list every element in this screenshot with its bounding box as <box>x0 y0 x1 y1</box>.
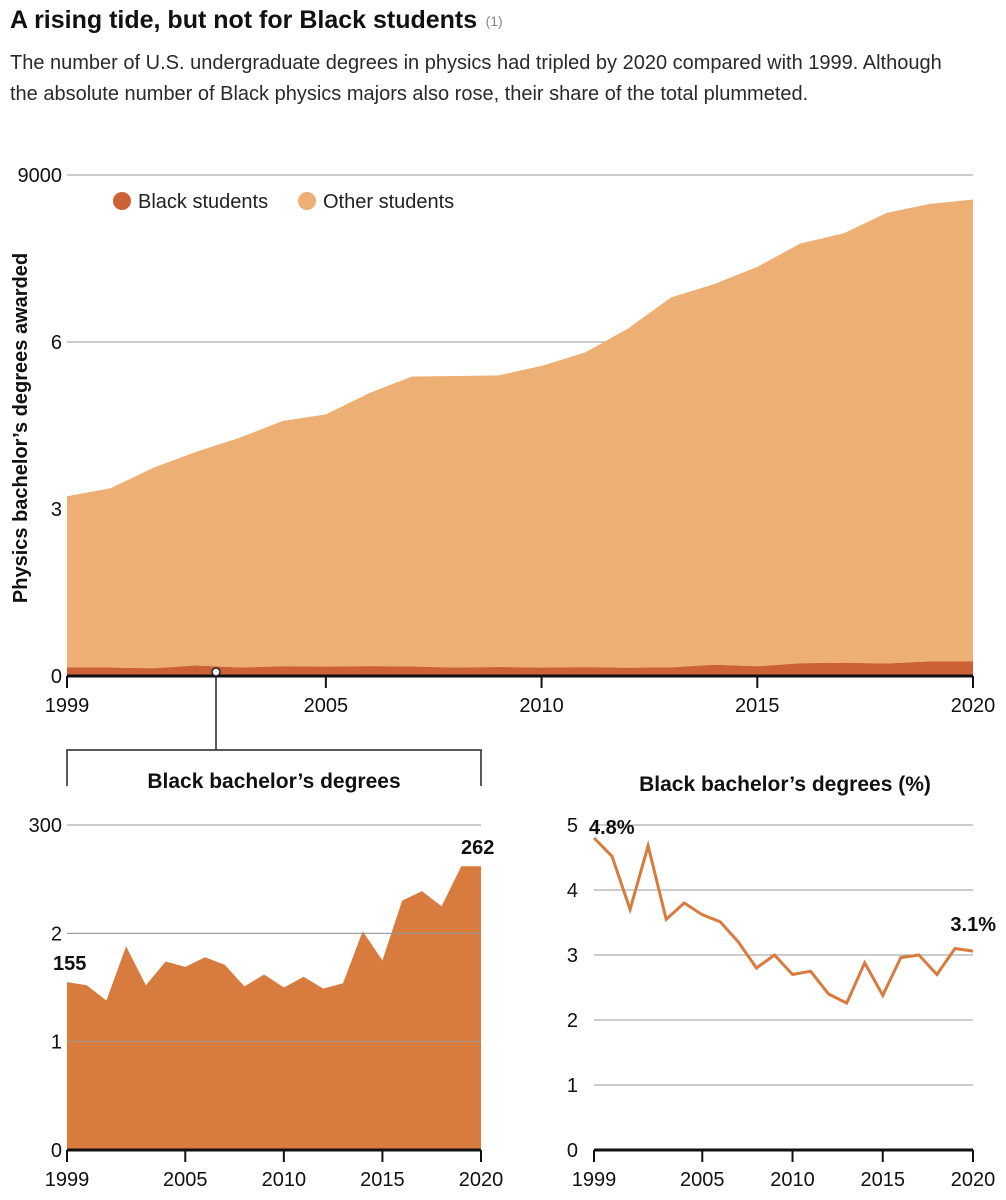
black-share-x-tick-label: 2015 <box>861 1169 906 1191</box>
black-share-annotation: 3.1% <box>950 914 996 936</box>
black-share-x-tick-label: 2020 <box>951 1169 996 1191</box>
black-share-title: Black bachelor’s degrees (%) <box>639 773 931 796</box>
main-x-tick-label: 2010 <box>519 695 564 717</box>
black-share-y-tick-label: 5 <box>567 815 578 837</box>
black-count-y-tick-label: 2 <box>51 923 62 945</box>
callout-marker <box>211 667 221 677</box>
main-x-tick-label: 2020 <box>951 695 996 717</box>
legend-label-other: Other students <box>323 191 454 213</box>
black-count-title: Black bachelor’s degrees <box>147 770 400 793</box>
black-share-y-tick-label: 0 <box>567 1140 578 1162</box>
main-y-tick-label: 0 <box>51 666 62 688</box>
black-count-x-tick-label: 1999 <box>45 1169 90 1191</box>
black-count-annotation: 262 <box>461 837 494 859</box>
main-area-chart: 0 3 6 9000 1999 2005 2010 2015 2020 Physics bache… <box>10 165 995 717</box>
black-count-area <box>67 866 481 1150</box>
title-line: A rising tide, but not for Black student… <box>10 0 990 40</box>
black-share-y-tick-label: 3 <box>567 945 578 967</box>
main-x-tick-label: 1999 <box>45 695 90 717</box>
black-count-y-tick-label: 300 <box>29 815 62 837</box>
callout-bracket <box>66 749 482 786</box>
black-count-y-tick-label: 1 <box>51 1032 62 1054</box>
black-share-line <box>592 836 974 1006</box>
main-y-tick-label: 9000 <box>18 165 63 187</box>
black-share-x-tick-label: 2010 <box>770 1169 815 1191</box>
black-share-y-tick-label: 1 <box>567 1075 578 1097</box>
main-y-axis-title: Physics bachelor’s degrees awarded <box>10 253 32 603</box>
black-count-x-tick-label: 2005 <box>163 1169 208 1191</box>
black-share-y-tick-label: 2 <box>567 1010 578 1032</box>
black-count-x-tick-label: 2015 <box>360 1169 405 1191</box>
main-x-tick-label: 2015 <box>735 695 780 717</box>
black-share-chart: Black bachelor’s degrees (%) 0 1 2 3 4 5 1999 20… <box>567 773 996 1191</box>
black-share-y-tick-label: 4 <box>567 880 578 902</box>
main-y-tick-label: 6 <box>51 332 62 354</box>
legend-swatch-other <box>298 192 316 210</box>
chart-title: A rising tide, but not for Black student… <box>10 6 478 34</box>
black-count-x-tick-label: 2020 <box>459 1169 504 1191</box>
legend-label-black: Black students <box>138 191 268 213</box>
black-count-annotation: 155 <box>53 953 86 975</box>
legend-swatch-black <box>113 192 131 210</box>
black-share-x-tick-label: 2005 <box>680 1169 725 1191</box>
main-x-tick-label: 2005 <box>304 695 349 717</box>
main-y-tick-label: 3 <box>51 499 62 521</box>
black-count-chart: Black bachelor’s degrees 0 1 2 300 1999 2005 20… <box>29 770 504 1191</box>
black-count-y-tick-label: 0 <box>51 1140 62 1162</box>
zoom-callout <box>66 667 482 786</box>
black-count-x-tick-label: 2010 <box>262 1169 307 1191</box>
black-share-x-tick-label: 1999 <box>572 1169 617 1191</box>
chart-subtitle: The number of U.S. undergraduate degrees… <box>10 52 942 105</box>
figure-reference: (1) <box>485 13 503 29</box>
other-students-area <box>67 199 973 669</box>
black-students-area <box>67 661 973 676</box>
chart-header: A rising tide, but not for Black student… <box>10 0 990 110</box>
black-share-annotation: 4.8% <box>589 817 635 839</box>
